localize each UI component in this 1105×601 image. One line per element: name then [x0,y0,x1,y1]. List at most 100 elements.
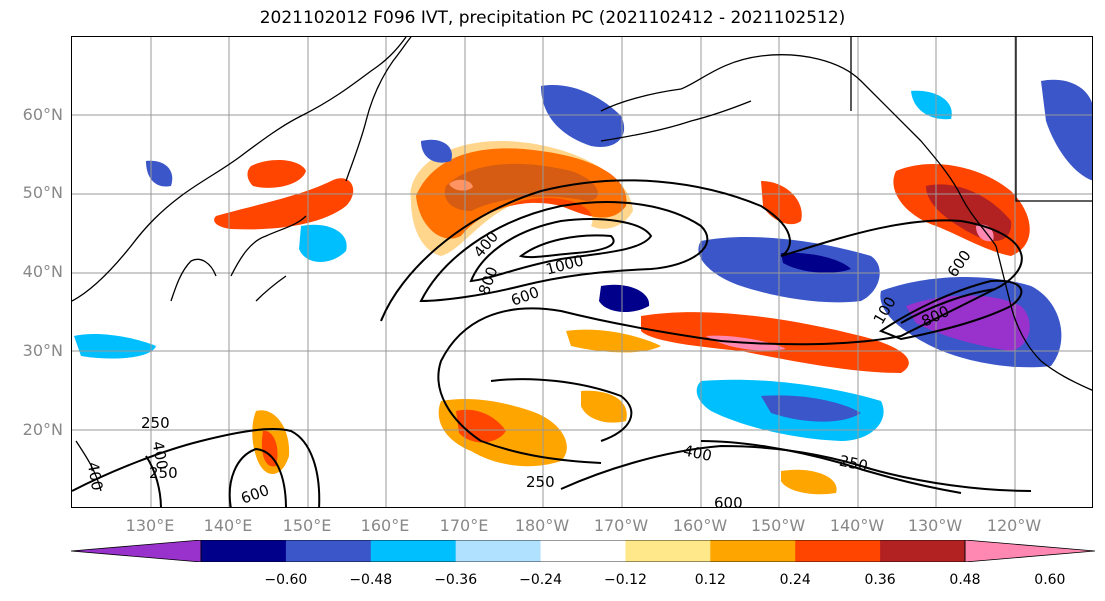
ivt-contour [700,440,962,494]
coastline-japan [230,215,307,302]
colorbar-extend-low [71,540,202,562]
precip-peak [449,179,473,191]
coastline-na-west [995,245,1092,391]
precip-negative-region [599,284,650,313]
colorbar-bin [625,540,711,562]
colorbar-tick-label: 0.12 [694,572,726,588]
lon-label-160w: 160°W [672,516,728,535]
precip-negative-region [146,160,173,187]
lon-label-140w: 140°W [829,516,885,535]
colorbar-tick-label: 0.24 [779,572,811,588]
contour-label: 600 [714,494,743,508]
contour-label: 600 [238,481,271,508]
colorbar-tick-label: −0.36 [434,572,478,588]
precip-negative-region [421,139,452,163]
chart-title: 2021102012 F096 IVT, precipitation PC (2… [259,8,846,28]
contour-label: 250 [838,452,870,476]
lon-label-160e: 160°E [360,516,410,535]
lat-label-30n: 30°N [22,341,63,360]
coastline-philippines [75,440,102,492]
precip-positive-core [261,430,278,467]
lon-label-130e: 130°E [125,516,175,535]
colorbar-tick-label: 0.48 [949,572,981,588]
contour-label: 400 [682,441,714,465]
precip-negative-region [698,236,880,303]
contour-label: 600 [944,247,975,281]
ivt-contour [380,179,1023,464]
coastlines [72,37,1092,492]
contour-label: 250 [141,414,170,432]
precip-positive-region [781,469,837,495]
contour-label: 400 [149,440,172,471]
lat-label-20n: 20°N [22,420,63,439]
lon-label-180w: 180°W [514,516,570,535]
border-canada-us [850,37,1092,202]
ivt-contours [72,179,1032,507]
ivt-contour [518,234,615,259]
colorbar-tick-label: −0.24 [519,572,562,588]
map-svg: 400 800 1000 600 250 400 250 600 400 250… [72,37,1092,508]
precip-negative-region [74,334,156,359]
lat-label-50n: 50°N [22,183,63,202]
colorbar-bin [201,540,287,562]
lon-label-170w: 170°W [593,516,649,535]
precip-negative-region [541,85,625,147]
contour-label: 250 [149,464,178,482]
ivt-contour [900,288,997,324]
ivt-contour [878,279,1023,341]
colorbar-bin [795,540,881,562]
contour-label: 400 [470,228,502,262]
colorbar-tick-label: 0.36 [864,572,896,588]
lon-label-130w: 130°W [907,516,963,535]
ivt-contour [419,201,709,303]
ivt-contour [490,378,633,442]
colorbar-extend-high [964,540,1095,562]
colorbar-bin [285,540,372,562]
colorbar-tick-label: 0.60 [1034,572,1066,588]
precip-positive-region [214,178,354,230]
ivt-contour [145,455,162,507]
precip-positive-core [444,163,598,211]
precip-negative-region [1041,79,1092,181]
precip-negative-core [781,252,851,273]
ivt-contour [469,218,653,283]
precip-negative-region [911,90,952,120]
colorbar-outline [200,540,966,562]
ivt-contour [228,447,287,507]
coastline-kamchatka [345,37,412,182]
colorbar-bin [710,540,796,562]
ivt-contour [72,428,321,507]
lon-label-150w: 150°W [750,516,806,535]
colorbar-bin [455,540,542,562]
coastline-korea [170,258,217,302]
colorbar-bin [880,540,966,562]
precip-negative-core [761,395,861,422]
coastline-alaska [600,54,997,247]
coastline-aleutians [600,100,752,142]
contour-label: 250 [526,473,555,491]
lon-label-120w: 120°W [986,516,1042,535]
lon-label-140e: 140°E [203,516,253,535]
lon-label-170e: 170°E [439,516,489,535]
coastline-asia [72,37,407,302]
precip-negative-region [299,224,347,263]
precip-outer [566,329,661,353]
map-panel: 400 800 1000 600 250 400 250 600 400 250… [71,36,1093,508]
precip-positive-core [456,409,506,443]
colorbar-bin [540,540,626,562]
lat-label-60n: 60°N [22,105,63,124]
precip-positive-region [247,159,306,188]
precip-positive-region [761,181,802,225]
colorbar-tick-label: −0.12 [603,572,647,588]
colorbar [71,540,1095,562]
precip-positive-region [581,390,627,423]
colorbar-tick-label: −0.48 [349,572,393,588]
lon-label-150e: 150°E [282,516,332,535]
contour-label: 400 [84,461,107,492]
lat-label-40n: 40°N [22,262,63,281]
precip-positive-region [641,312,909,373]
precip-positive-core [926,184,1012,241]
colorbar-tick-label: −0.60 [264,572,308,588]
precip-shading [74,79,1092,495]
colorbar-bin [370,540,457,562]
